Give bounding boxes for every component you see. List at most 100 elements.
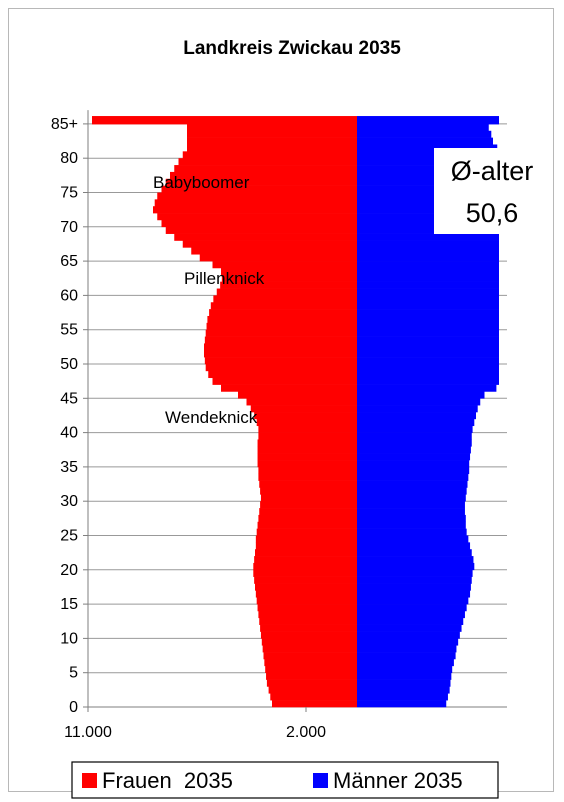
bar-frauen-79 <box>178 158 357 166</box>
bar-maenner-52 <box>357 343 499 351</box>
bar-frauen-33 <box>258 473 357 481</box>
bar-maenner-26 <box>357 521 466 529</box>
bar-frauen-35 <box>257 460 357 468</box>
bar-maenner-56 <box>357 315 499 324</box>
avg-age-label: Ø-alter <box>451 156 534 186</box>
bar-frauen-40 <box>258 425 357 433</box>
bar-maenner-64 <box>357 261 499 269</box>
bar-frauen-5 <box>265 665 357 673</box>
bar-frauen-54 <box>205 329 357 337</box>
bar-maenner-38 <box>357 439 472 447</box>
bar-maenner-75 <box>357 185 499 193</box>
bar-frauen-44 <box>246 398 357 406</box>
y-tick-label: 45 <box>60 390 78 407</box>
bar-frauen-26 <box>257 521 357 529</box>
avg-age-value: 50,6 <box>466 198 519 228</box>
bar-frauen-31 <box>260 487 357 495</box>
bar-frauen-52 <box>204 343 357 351</box>
bar-frauen-24 <box>255 535 357 543</box>
bar-maenner-46 <box>357 384 497 392</box>
bar-frauen-27 <box>258 514 357 523</box>
bar-frauen-43 <box>250 405 357 413</box>
bar-maenner-70 <box>357 219 499 228</box>
y-tick-label: 20 <box>60 562 78 579</box>
bar-frauen-62 <box>221 274 357 282</box>
bar-frauen-48 <box>208 370 357 379</box>
x-axis-ticks: 11.000 2.000 <box>64 707 326 741</box>
annotation-wendeknick: Wendeknick <box>165 408 258 427</box>
bar-maenner-21 <box>357 556 474 564</box>
bar-maenner-68 <box>357 233 499 241</box>
bar-maenner-15 <box>357 597 469 605</box>
bar-maenner-40 <box>357 425 473 433</box>
bar-frauen-80 <box>182 151 357 159</box>
y-tick-label: 25 <box>60 528 78 545</box>
x-tick-label: 11.000 <box>64 724 112 741</box>
bar-frauen-29 <box>260 501 357 509</box>
bar-maenner-31 <box>357 487 467 495</box>
bar-maenner-62 <box>357 274 499 282</box>
x-tick-label: 2.000 <box>286 724 326 741</box>
annotation-babyboomer: Babyboomer <box>153 173 250 192</box>
bar-frauen-82 <box>187 137 357 145</box>
bar-frauen-60 <box>216 288 357 296</box>
bar-maenner-71 <box>357 213 499 221</box>
bar-maenner-32 <box>357 480 468 488</box>
bar-frauen-16 <box>255 590 357 598</box>
bar-maenner-0 <box>357 700 447 708</box>
bar-maenner-29 <box>357 501 465 509</box>
bar-frauen-77 <box>170 171 357 180</box>
bar-maenner-49 <box>357 364 499 372</box>
bar-frauen-21 <box>254 556 357 564</box>
bar-maenner-9 <box>357 638 459 646</box>
y-tick-label: 50 <box>60 356 78 373</box>
bar-maenner-63 <box>357 267 499 276</box>
bar-maenner-74 <box>357 192 499 200</box>
chart-title: Landkreis Zwickau 2035 <box>183 38 401 59</box>
y-tick-label: 35 <box>60 459 78 476</box>
bar-maenner-76 <box>357 178 499 186</box>
y-tick-label: 85+ <box>51 116 78 133</box>
bar-maenner-27 <box>357 514 466 523</box>
legend-swatch-frauen <box>82 773 97 788</box>
bar-maenner-24 <box>357 535 469 543</box>
y-tick-label: 70 <box>60 219 78 236</box>
bar-frauen-67 <box>182 240 357 248</box>
bar-frauen-11 <box>260 624 357 632</box>
bar-maenner-14 <box>357 604 467 612</box>
y-tick-label: 40 <box>60 425 78 442</box>
bar-frauen-56 <box>207 315 357 324</box>
bar-maenner-6 <box>357 658 454 667</box>
bar-frauen-20 <box>253 562 357 571</box>
y-tick-label: 10 <box>60 630 78 647</box>
bar-maenner-13 <box>357 610 465 619</box>
bar-frauen-19 <box>253 569 357 577</box>
bar-frauen-55 <box>206 322 357 330</box>
bar-maenner-79 <box>357 158 499 166</box>
bar-frauen-6 <box>264 658 357 667</box>
bar-frauen-18 <box>254 576 357 584</box>
bar-frauen-14 <box>257 604 357 612</box>
bar-frauen-74 <box>157 192 357 200</box>
bar-maenner-28 <box>357 508 465 516</box>
legend-box <box>71 761 499 799</box>
bar-maenner-8 <box>357 645 457 653</box>
bar-maenner-7 <box>357 652 456 660</box>
bar-frauen-70 <box>161 219 357 228</box>
bar-maenner-36 <box>357 453 471 461</box>
y-tick-label: 30 <box>60 493 78 510</box>
y-tick-label: 80 <box>60 150 78 167</box>
bar-frauen-17 <box>255 583 357 591</box>
bar-maenner-19 <box>357 569 473 577</box>
bar-frauen-66 <box>191 247 357 255</box>
bar-frauen-65 <box>199 254 357 262</box>
bar-frauen-38 <box>257 439 357 447</box>
bar-frauen-78 <box>174 165 357 173</box>
y-tick-label: 0 <box>69 699 78 716</box>
bar-frauen-2 <box>268 686 357 694</box>
bar-maenner-65 <box>357 254 499 262</box>
bar-maenner-41 <box>357 418 475 427</box>
y-tick-label: 60 <box>60 287 78 304</box>
y-tick-label: 5 <box>69 665 78 682</box>
bar-frauen-61 <box>220 281 357 289</box>
